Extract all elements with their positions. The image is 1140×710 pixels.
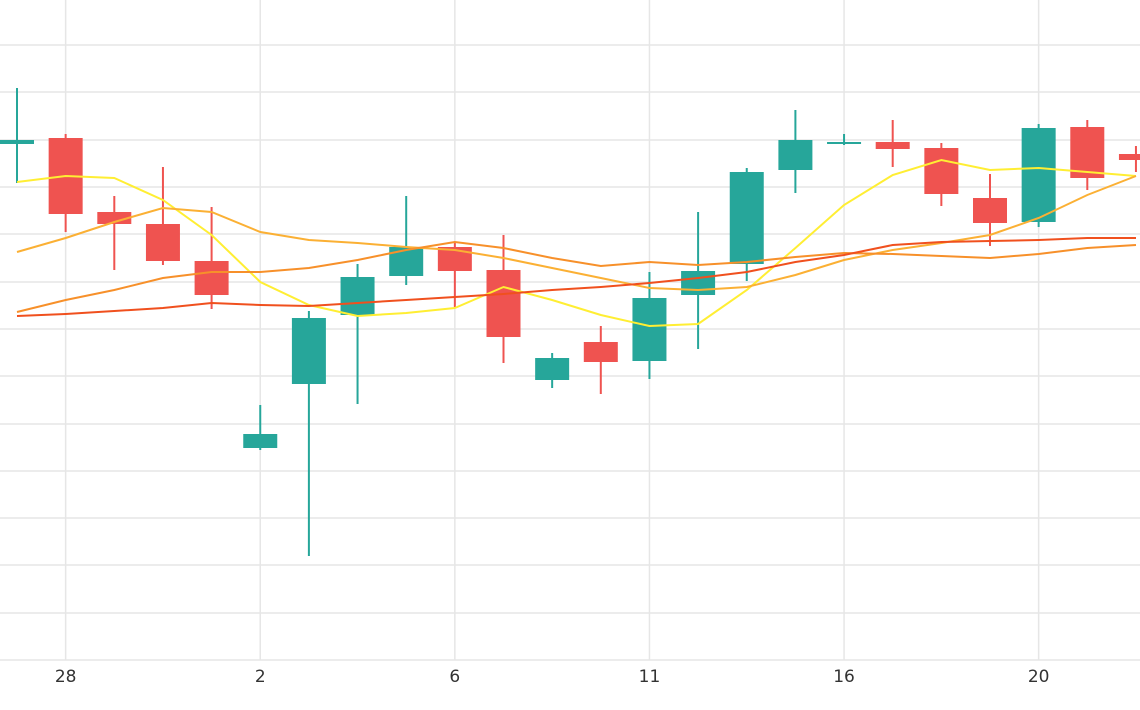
moving-average-line	[16, 175, 1137, 292]
candle-body	[924, 148, 959, 194]
candle-body	[340, 277, 375, 315]
x-tick-label: 6	[449, 667, 460, 687]
candle-body	[243, 434, 278, 448]
candle-body	[194, 261, 229, 295]
candle-body	[1021, 128, 1056, 222]
candle-body	[145, 224, 180, 261]
moving-average-line	[16, 240, 1137, 313]
x-tick-label: 20	[1028, 667, 1050, 687]
x-tick-label: 11	[639, 667, 661, 687]
candle-body	[1070, 127, 1105, 178]
candle-body	[875, 142, 910, 149]
candle-body	[583, 342, 618, 362]
candle-body	[486, 270, 521, 337]
candle-body	[632, 298, 667, 361]
candle-body	[389, 247, 424, 276]
candle-body	[827, 142, 862, 144]
candle-body	[778, 140, 813, 170]
x-tick-label: 28	[55, 667, 77, 687]
candle-body	[729, 172, 764, 264]
candle-body	[681, 271, 716, 295]
candle-body	[535, 358, 570, 380]
candle-body	[973, 198, 1007, 223]
x-tick-label: 16	[833, 667, 855, 687]
candle-body	[0, 140, 34, 144]
x-tick-label: 2	[255, 667, 266, 687]
moving-average-line	[16, 237, 1136, 317]
moving-average-line	[16, 158, 1137, 328]
candle-body	[1118, 154, 1140, 160]
candle-body	[97, 212, 132, 224]
candle-body	[291, 318, 326, 384]
